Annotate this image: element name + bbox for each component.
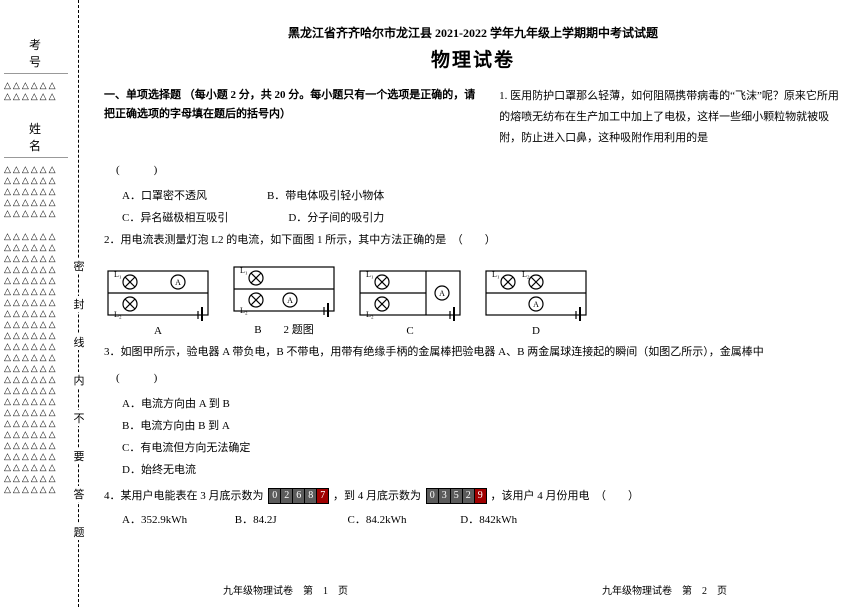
q4-pre: 4．某用户电能表在 3 月底示数为 — [104, 490, 264, 502]
svg-text:A: A — [439, 289, 445, 298]
svg-text:L₂: L₂ — [366, 310, 374, 319]
page-footer: 九年级物理试卷 第 1 页 九年级物理试卷 第 2 页 — [96, 582, 854, 597]
svg-text:L₁: L₁ — [366, 270, 374, 279]
q1-opt-c: C．异名磁极相互吸引 — [122, 209, 228, 225]
triangle-fill: △△△△△△△△△△△△ — [4, 80, 68, 102]
circuit-a: L₁ A L₂ A — [104, 265, 212, 337]
name-label: 姓 名 — [4, 120, 68, 154]
q1-opt-b: B．带电体吸引轻小物体 — [267, 187, 384, 203]
q1-paren: ( ) — [116, 164, 161, 176]
q3-opt-c: C．有电流但方向无法确定 — [122, 437, 842, 459]
q1-opt-a: A．口罩密不透风 — [122, 187, 207, 203]
seal-char: 内 — [73, 372, 85, 388]
q3-opt-b: B．电流方向由 B 到 A — [122, 415, 842, 437]
q4-stem: 4．某用户电能表在 3 月底示数为 0 2 6 8 7 ，到 4 月底示数为 0… — [104, 485, 842, 507]
q1-options-row1: A．口罩密不透风 B．带电体吸引轻小物体 — [104, 187, 842, 203]
q4-opt-b: B．84.2J — [235, 511, 345, 527]
name-field: 姓 名 — [4, 114, 68, 158]
q3-opt-a: A．电流方向由 A 到 B — [122, 393, 842, 415]
meter-reading-2: 0 3 5 2 9 — [426, 488, 486, 504]
q4-mid: ，到 4 月底示数为 — [333, 490, 421, 502]
footer-page-2: 九年级物理试卷 第 2 页 — [475, 582, 854, 597]
svg-text:L₂: L₂ — [240, 306, 248, 315]
svg-text:L₂: L₂ — [522, 270, 530, 279]
svg-text:A: A — [533, 300, 539, 309]
seal-char: 答 — [73, 486, 85, 502]
circuit-c: L₁ L₂ A C — [356, 265, 464, 337]
exam-title-main: 物理试卷 — [104, 45, 842, 72]
page-content: 黑龙江省齐齐哈尔市龙江县 2021-2022 学年九年级上学期期中考试试题 物理… — [96, 0, 854, 607]
svg-text:L₁: L₁ — [240, 266, 248, 275]
circuit-figure-row: L₁ A L₂ A L₁ L₂ A — [104, 261, 842, 337]
circuit-d-label: D — [482, 325, 590, 337]
triangle-fill: △△△△△△△△△△△△ △△△△△△△△△△△△ △△△△△△△△△△△△ △… — [4, 231, 68, 495]
q4-opt-c: C．84.2kWh — [348, 511, 458, 527]
section-heading-col: 一、单项选择题 （每小题 2 分，共 20 分。每小题只有一个选项是正确的，请把… — [104, 86, 481, 149]
q2-stem: 2．用电流表测量灯泡 L2 的电流，如下面图 1 所示，其中方法正确的是 （ ） — [104, 229, 842, 251]
digit: 9 — [474, 488, 487, 504]
circuit-a-label: A — [104, 325, 212, 337]
seal-char: 密 — [73, 258, 85, 274]
q3-paren: ( ) — [116, 372, 161, 384]
q1-paren-row: ( ) — [104, 159, 842, 181]
digit: 7 — [316, 488, 329, 504]
seal-char: 不 — [73, 410, 85, 426]
circuit-b: L₁ L₂ A B 2 题图 — [230, 261, 338, 337]
section-1-heading: 一、单项选择题 （每小题 2 分，共 20 分。每小题只有一个选项是正确的，请把… — [104, 86, 481, 123]
svg-text:L₁: L₁ — [114, 270, 122, 279]
q1-opt-d: D．分子间的吸引力 — [288, 209, 384, 225]
exam-number-field: 考 号 — [4, 30, 68, 74]
svg-text:A: A — [287, 296, 293, 305]
q4-opt-a: A．352.9kWh — [122, 511, 232, 527]
triangle-fill: △△△△△△△△△△△△ △△△△△△△△△△△△ △△△△△△ — [4, 164, 68, 219]
q4-post: ，该用户 4 月份用电 （ ） — [491, 490, 640, 502]
svg-text:L₁: L₁ — [492, 270, 500, 279]
circuit-c-label: C — [356, 325, 464, 337]
q1-stem: 1. 医用防护口罩那么轻薄，如何阻隔携带病毒的“飞沫”呢？原来它所用的熔喷无纺布… — [499, 86, 842, 149]
q3-stem: 3．如图甲所示，验电器 A 带负电，B 不带电，用带有绝缘手柄的金属棒把验电器 … — [104, 341, 842, 363]
seal-char: 要 — [73, 448, 85, 464]
footer-page-1: 九年级物理试卷 第 1 页 — [96, 582, 475, 597]
seal-char: 题 — [73, 524, 85, 540]
svg-text:A: A — [175, 278, 181, 287]
circuit-d: L₁ L₂ A D — [482, 265, 590, 337]
meter-reading-1: 0 2 6 8 7 — [268, 488, 328, 504]
q3-options: A．电流方向由 A 到 B B．电流方向由 B 到 A C．有电流但方向无法确定… — [104, 393, 842, 481]
q4-opt-d: D．842kWh — [460, 511, 570, 527]
svg-text:L₂: L₂ — [114, 310, 122, 319]
top-two-column: 一、单项选择题 （每小题 2 分，共 20 分。每小题只有一个选项是正确的，请把… — [104, 86, 842, 149]
seal-char: 封 — [73, 296, 85, 312]
binding-column: 考 号 △△△△△△△△△△△△ 姓 名 △△△△△△△△△△△△ △△△△△△… — [0, 0, 72, 607]
q3-opt-d: D．始终无电流 — [122, 459, 842, 481]
q4-options: A．352.9kWh B．84.2J C．84.2kWh D．842kWh — [104, 511, 842, 527]
seal-line: 密 封 线 内 不 要 答 题 — [78, 0, 92, 607]
exam-title-sub: 黑龙江省齐齐哈尔市龙江县 2021-2022 学年九年级上学期期中考试试题 — [104, 24, 842, 41]
q1-options-row2: C．异名磁极相互吸引 D．分子间的吸引力 — [104, 209, 842, 225]
circuit-b-label: B 2 题图 — [230, 321, 338, 337]
seal-char: 线 — [73, 334, 85, 350]
exam-number-label: 考 号 — [4, 36, 68, 70]
